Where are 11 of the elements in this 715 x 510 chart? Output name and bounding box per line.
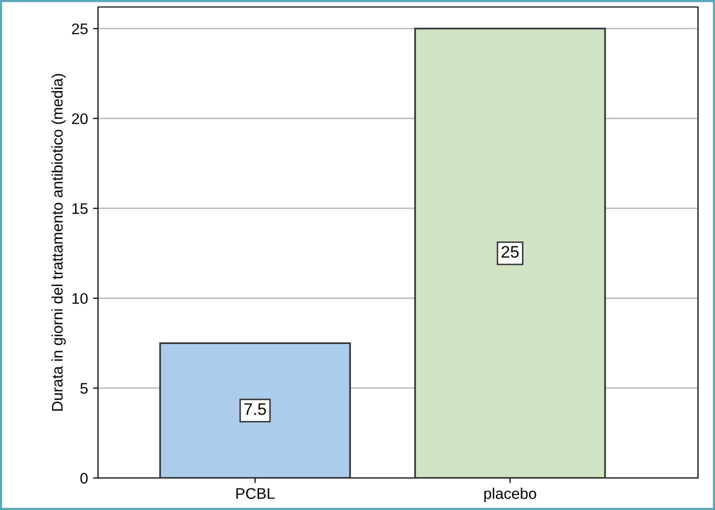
data-label: 25 [502, 246, 519, 258]
y-tick-label: 5 [80, 383, 88, 394]
y-tick-label: 0 [80, 472, 88, 484]
y-tick-label: 15 [72, 203, 88, 214]
y-tick-label: 20 [72, 113, 88, 124]
x-tick-label: placebo [484, 488, 536, 502]
data-label: 7.5 [244, 403, 266, 416]
y-tick-label: 10 [72, 293, 88, 304]
y-tick-label: 25 [72, 23, 88, 34]
x-tick-label: PCBL [236, 488, 275, 499]
y-axis-title: Durata in giorni del trattamento antibiotico (media) [51, 74, 66, 411]
